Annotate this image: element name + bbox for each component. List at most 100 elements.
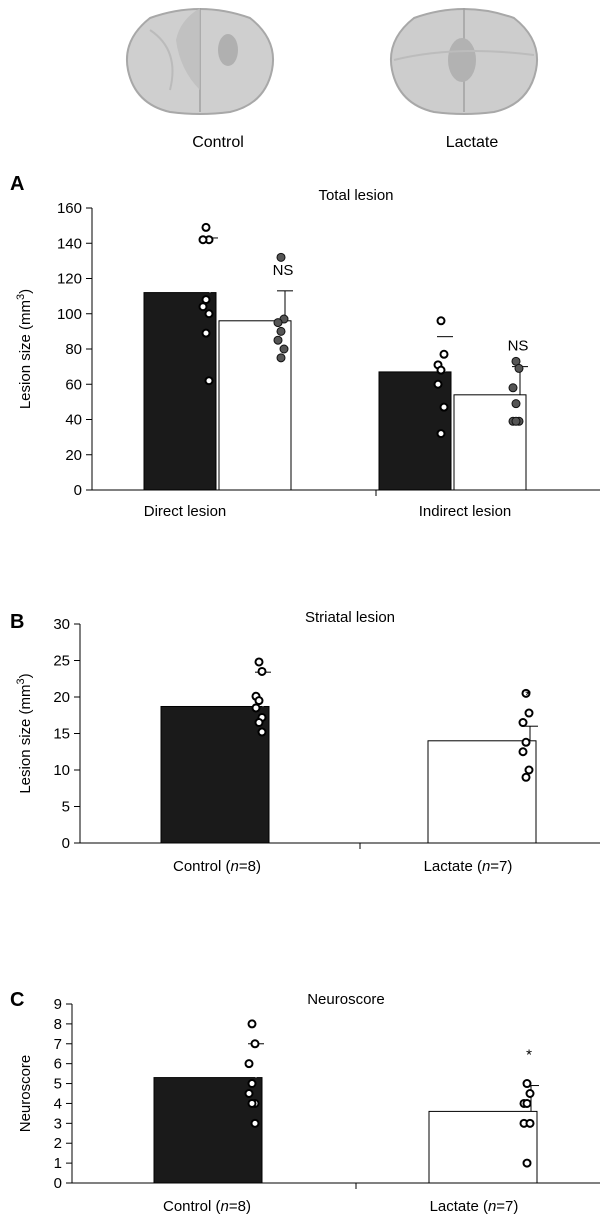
significance-annotation: NS <box>508 338 529 355</box>
data-point <box>525 1118 535 1128</box>
control-image-caption: Control <box>192 134 244 151</box>
data-point <box>204 376 214 386</box>
panel-letter: C <box>10 989 24 1011</box>
y-axis-label: Lesion size (mm3) <box>15 673 34 793</box>
y-tick-label: 4 <box>54 1095 62 1112</box>
y-tick-label: 100 <box>57 306 82 323</box>
data-point <box>522 1158 532 1168</box>
y-axis-label: Lesion size (mm3) <box>15 289 34 409</box>
data-point <box>522 1079 532 1089</box>
panel-b: B Striatal lesion 0 5 10 15 20 25 30 Lesion size … <box>10 609 600 875</box>
data-point <box>439 349 449 359</box>
data-point <box>257 666 267 676</box>
data-point <box>250 1118 260 1128</box>
data-point <box>524 708 534 718</box>
data-point <box>198 235 208 245</box>
y-tick-label: 10 <box>53 762 70 779</box>
bar <box>427 740 537 844</box>
data-point <box>250 1039 260 1049</box>
y-tick-label: 6 <box>54 1056 62 1073</box>
bar <box>218 320 292 491</box>
control-brain-image <box>120 0 280 120</box>
data-point <box>276 353 286 363</box>
y-tick-label: 0 <box>74 482 82 499</box>
data-point <box>514 363 524 373</box>
y-tick-label: 80 <box>65 341 82 358</box>
x-category-label: Indirect lesion <box>419 503 512 520</box>
data-point <box>244 1089 254 1098</box>
y-tick-label: 0 <box>62 835 70 852</box>
data-point <box>244 1059 254 1069</box>
y-tick-label: 8 <box>54 1016 62 1033</box>
data-point <box>524 765 534 775</box>
x-category-label: Lactate (n=7) <box>424 858 513 875</box>
y-tick-label: 15 <box>53 726 70 743</box>
data-point <box>276 326 286 336</box>
data-point <box>521 688 531 698</box>
y-tick-label: 5 <box>62 799 70 816</box>
bar <box>428 1110 538 1184</box>
data-point <box>511 416 521 426</box>
bar <box>153 1077 263 1184</box>
x-category-label: Control (n=8) <box>163 1198 251 1215</box>
data-point <box>522 1098 532 1108</box>
y-tick-label: 1 <box>54 1155 62 1172</box>
x-category-label: Control (n=8) <box>173 858 261 875</box>
y-tick-label: 20 <box>65 447 82 464</box>
y-tick-label: 120 <box>57 271 82 288</box>
data-point <box>439 402 449 412</box>
y-tick-label: 140 <box>57 235 82 252</box>
y-tick-label: 40 <box>65 412 82 429</box>
significance-annotation: * <box>526 1047 532 1064</box>
lactate-image-caption: Lactate <box>445 134 499 151</box>
data-point <box>254 718 264 728</box>
x-category-label: Direct lesion <box>144 503 227 520</box>
data-point <box>276 252 286 262</box>
data-point <box>273 335 283 345</box>
data-point <box>436 365 446 375</box>
data-point <box>201 222 211 232</box>
data-point <box>279 344 289 354</box>
bar <box>453 394 527 491</box>
y-axis-label: Neuroscore <box>17 1055 34 1133</box>
y-tick-label: 2 <box>54 1135 62 1152</box>
chart-title: Striatal lesion <box>305 609 395 626</box>
y-tick-label: 25 <box>53 653 70 670</box>
y-tick-label: 30 <box>53 616 70 633</box>
y-tick-label: 160 <box>57 200 82 217</box>
y-tick-label: 20 <box>53 689 70 706</box>
data-point <box>198 302 208 312</box>
y-tick-label: 0 <box>54 1175 62 1192</box>
x-category-label: Lactate (n=7) <box>430 1198 519 1215</box>
data-point <box>254 696 264 706</box>
panel-letter: A <box>10 173 24 195</box>
panel-c: C Neuroscore 0 1 2 3 4 5 6 7 8 9 Neuroscore Control (… <box>10 989 600 1215</box>
data-point <box>273 318 283 328</box>
y-tick-label: 9 <box>54 996 62 1013</box>
chart-title: Neuroscore <box>307 991 385 1008</box>
data-point <box>251 703 261 713</box>
panel-a: A Total lesion 0 20 40 60 80 100 120 140 160 Lesion… <box>10 173 600 520</box>
lactate-brain-image <box>384 0 544 120</box>
data-point <box>436 429 446 439</box>
data-point <box>257 727 267 737</box>
data-point <box>521 737 531 747</box>
data-point <box>518 747 528 757</box>
data-point <box>518 718 528 728</box>
data-point <box>247 1019 257 1029</box>
data-point <box>525 1089 535 1098</box>
bar <box>160 705 270 844</box>
data-point <box>254 657 264 667</box>
significance-annotation: * <box>525 687 531 704</box>
significance-annotation: NS <box>273 262 294 279</box>
data-point <box>521 772 531 782</box>
chart-title: Total lesion <box>318 187 393 204</box>
y-tick-label: 3 <box>54 1115 62 1132</box>
y-tick-label: 7 <box>54 1036 62 1053</box>
data-point <box>433 379 443 389</box>
data-point <box>201 328 211 338</box>
data-point <box>508 383 518 393</box>
bar <box>143 292 217 491</box>
y-tick-label: 5 <box>54 1076 62 1093</box>
